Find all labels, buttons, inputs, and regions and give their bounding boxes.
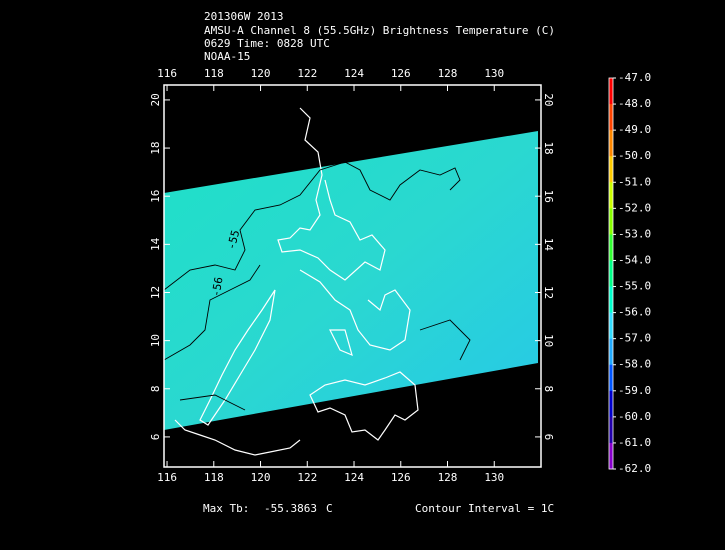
x-tick-label: 122 (297, 471, 317, 484)
coastline (299, 269, 411, 351)
y-tick-label: 18 (542, 141, 555, 154)
contours (163, 161, 471, 411)
y-tick-label: 14 (149, 237, 162, 251)
coastline (174, 419, 301, 456)
colorbar-segment (609, 364, 613, 392)
header-line: AMSU-A Channel 8 (55.5GHz) Brightness Te… (204, 24, 555, 37)
x-tick-label: 120 (251, 67, 271, 80)
coastline (309, 371, 419, 441)
y-tick-label: 10 (149, 334, 162, 347)
colorbar-segment (609, 416, 613, 444)
x-tick-label: 128 (438, 471, 458, 484)
contour-interval: Contour Interval = 1C (415, 502, 554, 515)
x-tick-label: 128 (438, 67, 458, 80)
colorbar-label: -61.0 (618, 436, 651, 449)
colorbar-label: -62.0 (618, 462, 651, 475)
colorbar-segment (609, 78, 613, 105)
contour-line (163, 161, 461, 291)
x-tick-label: 124 (344, 471, 364, 484)
y-tick-label: 20 (542, 93, 555, 106)
x-tick-label: 118 (204, 471, 224, 484)
contour-line (419, 319, 471, 361)
colorbar-segment (609, 442, 613, 470)
y-tick-label: 10 (542, 334, 555, 347)
y-tick-label: 18 (149, 141, 162, 154)
colorbar-segment (609, 156, 613, 183)
header-line: NOAA-15 (204, 50, 250, 63)
colorbar-label: -57.0 (618, 332, 651, 345)
colorbar-label: -54.0 (618, 253, 651, 266)
y-tick-label: 8 (149, 385, 162, 392)
x-tick-label: 122 (297, 67, 317, 80)
colorbar-segment (609, 260, 613, 288)
header-line: 201306W 2013 (204, 10, 283, 23)
coastline (277, 107, 386, 281)
y-tick-label: 6 (542, 434, 555, 441)
colorbar-label: -47.0 (618, 71, 651, 84)
colorbar-segment (609, 182, 613, 209)
contour-line (163, 264, 261, 361)
y-tick-label: 8 (542, 385, 555, 392)
colorbar-label: -49.0 (618, 123, 651, 136)
coastlines (174, 107, 419, 456)
x-tick-label: 116 (157, 67, 177, 80)
coastline (199, 289, 276, 426)
x-tick-label: 130 (484, 471, 504, 484)
y-tick-label: 16 (542, 190, 555, 203)
colorbar-frame (608, 77, 614, 470)
colorbar-segment (609, 208, 613, 235)
colorbar-label: -60.0 (618, 410, 651, 423)
x-tick-label: 124 (344, 67, 364, 80)
x-tick-label: 120 (251, 471, 271, 484)
colorbar-label: -56.0 (618, 306, 651, 319)
colorbar-label: -50.0 (618, 149, 651, 162)
colorbar-label: -59.0 (618, 384, 651, 397)
colorbar-segment (609, 338, 613, 366)
colorbar-segment (609, 312, 613, 340)
colorbar-segment (609, 234, 613, 261)
colorbar-label: -52.0 (618, 201, 651, 214)
y-tick-label: 20 (149, 93, 162, 106)
colorbar-segment (609, 104, 613, 131)
y-tick-label: 12 (149, 286, 162, 299)
x-tick-label: 126 (391, 471, 411, 484)
footer-unit: C (326, 502, 333, 515)
footer-label: Max Tb: (203, 502, 249, 515)
colorbar-segment (609, 130, 613, 157)
y-tick-label: 6 (149, 434, 162, 441)
colorbar-label: -51.0 (618, 175, 651, 188)
x-tick-label: 116 (157, 471, 177, 484)
coastline (329, 329, 353, 357)
swath (164, 131, 538, 430)
y-tick-label: 16 (149, 190, 162, 203)
colorbar-segment (609, 390, 613, 418)
y-tick-label: 14 (542, 238, 555, 252)
x-tick-label: 130 (484, 67, 504, 80)
contour-label: -56 (209, 276, 225, 298)
colorbar-segment (609, 286, 613, 314)
colorbar-label: -48.0 (618, 97, 651, 110)
footer-value: -55.3863 (264, 502, 317, 515)
colorbar-label: -53.0 (618, 227, 651, 240)
map-frame (163, 84, 542, 468)
colorbar-label: -55.0 (618, 280, 651, 293)
x-tick-label: 126 (391, 67, 411, 80)
contour-line (179, 394, 246, 411)
x-tick-label: 118 (204, 67, 224, 80)
header-line: 0629 Time: 0828 UTC (204, 37, 330, 50)
contour-label: -55 (225, 229, 243, 252)
y-tick-label: 12 (542, 286, 555, 299)
colorbar-label: -58.0 (618, 358, 651, 371)
